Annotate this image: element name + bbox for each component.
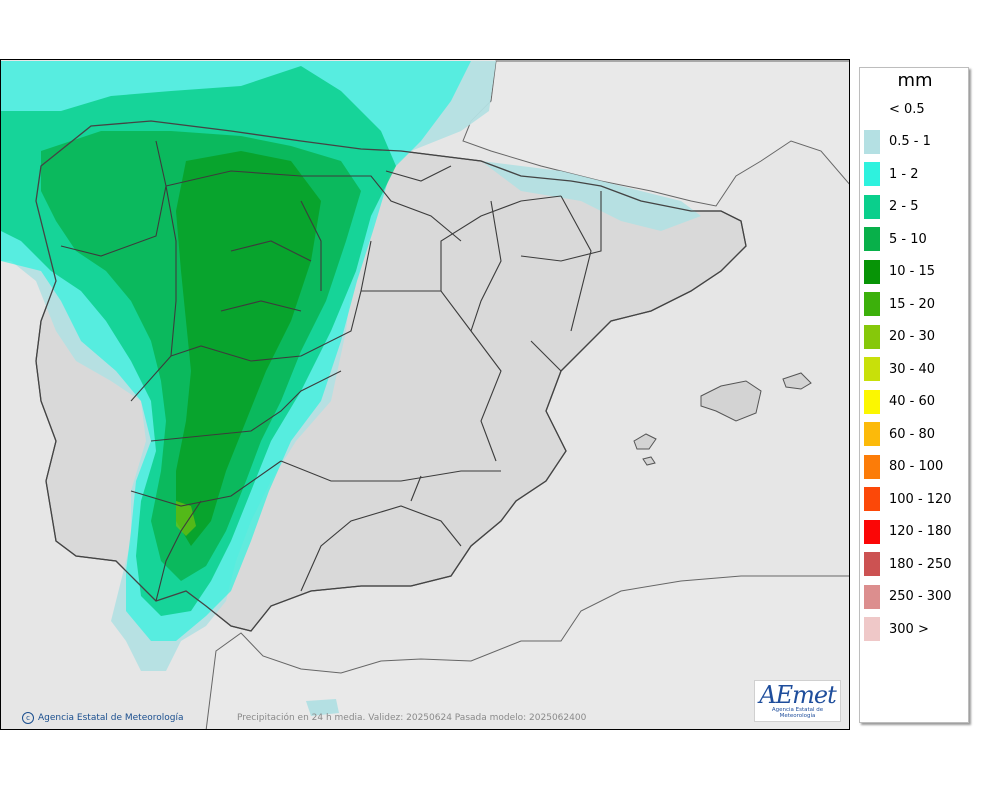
legend-swatch [864, 227, 880, 251]
legend-label: 30 - 40 [889, 361, 936, 377]
legend-label: 2 - 5 [889, 199, 919, 214]
legend-label: < 0.5 [889, 101, 925, 117]
legend-swatch [864, 292, 880, 316]
legend-item: 120 - 180 [864, 519, 952, 544]
legend-label: 40 - 60 [889, 394, 936, 409]
aemet-logo-mark: AEmet [759, 681, 836, 709]
africa-land [205, 575, 849, 729]
france-land [462, 60, 849, 207]
legend-item: 20 - 30 [864, 324, 936, 349]
legend-swatch [864, 389, 880, 414]
legend-item: 0.5 - 1 [864, 129, 931, 154]
legend-label: 20 - 30 [889, 329, 936, 344]
credit-text: Agencia Estatal de Meteorología [38, 713, 184, 723]
legend-unit: mm [897, 70, 933, 91]
legend-label: 100 - 120 [889, 491, 952, 507]
legend-swatch [864, 357, 880, 381]
legend-swatch [864, 454, 880, 479]
map-caption: Precipitación en 24 h media. Validez: 20… [237, 713, 587, 723]
sea-precip-patch [306, 699, 339, 716]
legend-label: 15 - 20 [889, 296, 936, 312]
legend-swatch [864, 552, 880, 576]
legend-label: 80 - 100 [889, 459, 944, 474]
formentera [642, 456, 656, 466]
aemet-logo: AEmet Agencia Estatal de Meteorología [754, 680, 841, 722]
legend-item: 5 - 10 [864, 227, 927, 251]
legend-swatch [864, 324, 880, 349]
copyright-icon: c [22, 712, 34, 724]
legend-swatch [864, 129, 880, 154]
legend-label: 1 - 2 [889, 166, 919, 182]
legend-item: 10 - 15 [864, 259, 936, 284]
legend-item: 300 > [864, 617, 929, 641]
legend-item: 180 - 250 [864, 552, 952, 576]
legend-item: 250 - 300 [864, 584, 952, 609]
legend-label: 10 - 15 [889, 264, 936, 279]
precip-20-30 [176, 501, 196, 536]
precip-0.5-1-east [481, 161, 701, 231]
legend-swatch [864, 194, 880, 219]
legend-label: 120 - 180 [889, 524, 952, 539]
legend-swatch [864, 162, 880, 186]
legend-item: 100 - 120 [864, 487, 952, 511]
aemet-logo-subtitle: Agencia Estatal de Meteorología [771, 707, 824, 719]
legend-swatch [864, 259, 880, 284]
legend-swatch [864, 487, 880, 511]
precip-10-15 [176, 151, 321, 546]
menorca [782, 372, 812, 390]
legend-label: 0.5 - 1 [889, 134, 931, 149]
precipitation-map [0, 59, 850, 730]
legend-item: 2 - 5 [864, 194, 919, 219]
coastline [35, 120, 747, 632]
legend-label: 250 - 300 [889, 589, 952, 604]
legend-item: 15 - 20 [864, 292, 936, 316]
legend-swatch [864, 617, 880, 641]
ibiza [633, 433, 657, 450]
legend-label: 60 - 80 [889, 426, 936, 442]
legend-swatch [864, 422, 880, 446]
legend-swatch [864, 584, 880, 609]
legend-swatch [864, 97, 880, 121]
legend-item: 30 - 40 [864, 357, 936, 381]
legend-item: 40 - 60 [864, 389, 936, 414]
legend-item: 60 - 80 [864, 422, 936, 446]
mallorca [700, 380, 762, 422]
precipitation-legend: mm < 0.5 0.5 - 1 1 - 2 2 - 5 5 - 10 10 - 15 15… [859, 67, 969, 723]
legend-item: 1 - 2 [864, 162, 919, 186]
legend-label: 300 > [889, 621, 929, 637]
legend-item: 80 - 100 [864, 454, 944, 479]
map-svg [1, 60, 849, 729]
legend-swatch [864, 519, 880, 544]
legend-label: 5 - 10 [889, 231, 927, 247]
legend-item: < 0.5 [864, 97, 925, 121]
credit-line: c Agencia Estatal de Meteorología [22, 712, 184, 724]
region-borders [60, 140, 602, 602]
legend-label: 180 - 250 [889, 556, 952, 572]
